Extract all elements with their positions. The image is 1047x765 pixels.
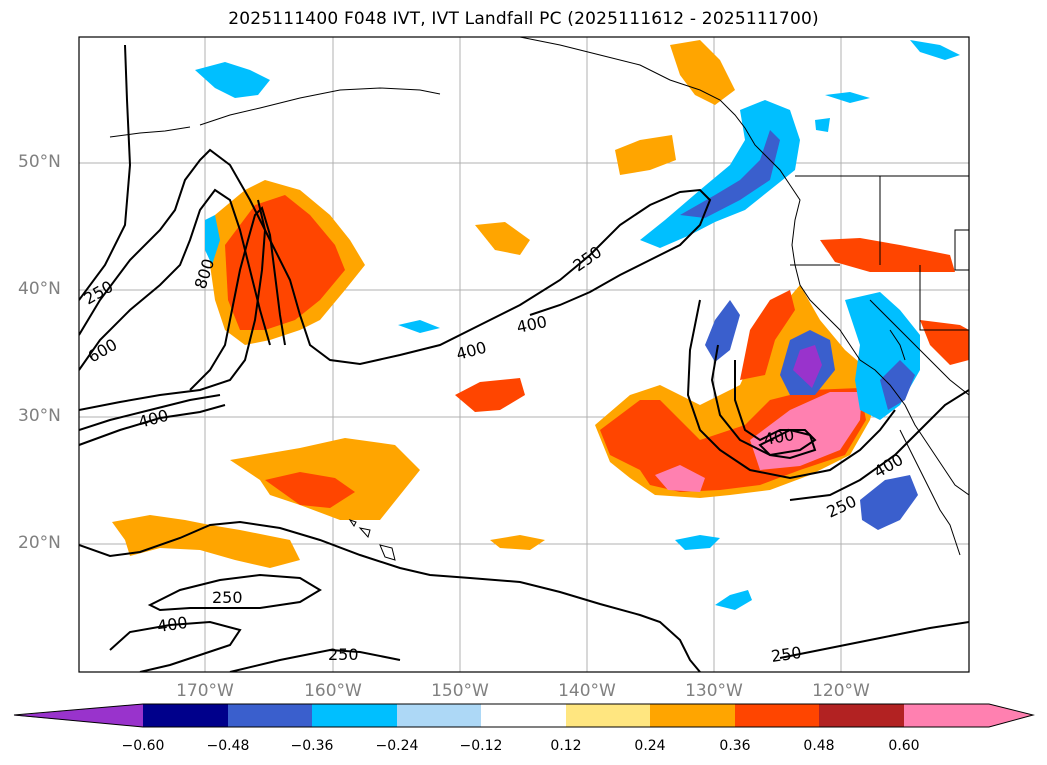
ivt-fill-orange-ak <box>670 40 735 105</box>
contour-600 <box>79 188 271 371</box>
colorbar-tick: 0.36 <box>719 738 751 754</box>
colorbar-tick: −0.48 <box>206 738 250 754</box>
map-frame <box>78 36 970 673</box>
lat-label-50n: 50°N <box>18 152 61 172</box>
ivt-fill-blue-north <box>195 62 270 98</box>
colorbar-tick: −0.36 <box>290 738 334 754</box>
grid-lines <box>79 37 969 672</box>
ivt-fill-blue-ak-center <box>815 118 830 132</box>
ivt-fill-orange-sw <box>112 515 300 568</box>
contour-250-west <box>79 404 226 446</box>
ivt-fill-blue-coast <box>640 100 800 248</box>
contour-label: 400 <box>156 613 189 636</box>
ivt-fill-red-bands <box>740 290 795 380</box>
colorbar-tick: −0.24 <box>375 738 419 754</box>
ivt-fill-navy-coast <box>680 130 780 218</box>
contour-250-loop <box>79 148 712 366</box>
ivt-fill-blue-150 <box>398 320 440 333</box>
ivt-fill-blue-west <box>705 300 740 362</box>
contour-250-outer <box>79 44 132 301</box>
colorbar-tick: 0.60 <box>888 738 920 754</box>
lat-label-30n: 30°N <box>18 406 61 426</box>
contour-250-se <box>779 621 969 659</box>
ivt-shading-west <box>112 62 676 568</box>
lon-label-140w: 140°W <box>558 681 616 701</box>
map-title: 2025111400 F048 IVT, IVT Landfall PC (20… <box>228 9 819 29</box>
lat-label-40n: 40°N <box>18 279 61 299</box>
contour-250-south <box>789 389 969 501</box>
lon-label-170w: 170°W <box>176 681 234 701</box>
lon-label-120w: 120°W <box>812 681 870 701</box>
ivt-fill-orange-145 <box>475 222 530 255</box>
contour-400-bottom <box>79 394 221 431</box>
contour-250-lower <box>79 520 701 672</box>
contour-800 <box>189 206 286 391</box>
ivt-fill-blue-ak-ne <box>825 92 870 103</box>
lon-label-160w: 160°W <box>304 681 362 701</box>
lon-label-150w: 150°W <box>431 681 489 701</box>
ivt-fill-red-inland <box>820 238 955 272</box>
contour-label: 250 <box>770 643 803 666</box>
contour-400-south <box>109 620 242 672</box>
ivt-fill-pink-west <box>655 465 705 492</box>
lat-label-20n: 20°N <box>18 533 61 553</box>
contour-label: 250 <box>328 645 359 664</box>
lon-label-130w: 130°W <box>685 681 743 701</box>
coastlines <box>109 37 969 561</box>
colorbar-tick: −0.12 <box>459 738 503 754</box>
ivt-fill-navy-inland <box>880 360 915 410</box>
ivt-fill-orange-150 <box>455 378 525 412</box>
contour-east-loop <box>686 299 896 480</box>
ivt-contours <box>79 44 969 672</box>
colorbar-tick: 0.12 <box>550 738 582 754</box>
ivt-fill-blue-mexico <box>715 590 752 610</box>
contour-east-400-box <box>758 428 817 460</box>
ivt-fill-orange-az <box>920 320 969 365</box>
contour-east-inner <box>710 344 817 457</box>
ivt-fill-purple-core <box>793 345 822 388</box>
contour-250-loop-south <box>147 573 322 612</box>
contour-label: 250 <box>212 588 243 607</box>
colorbar-tick: 0.24 <box>634 738 666 754</box>
ivt-fill-red-midpac <box>265 472 355 508</box>
ivt-fill-blue-small <box>205 215 220 265</box>
ivt-fill-blue-socal <box>860 475 918 530</box>
ivt-fill-red <box>225 195 345 330</box>
contour-400-west <box>79 199 267 411</box>
ivt-fill-orange-500 <box>490 535 545 550</box>
ivt-fill-orange-northpac <box>615 135 676 175</box>
contour-250-bottom <box>229 648 401 672</box>
ivt-fill-blue-ak-east <box>910 40 960 60</box>
colorbar-tick: −0.60 <box>121 738 165 754</box>
colorbar-tick: 0.48 <box>803 738 835 754</box>
ivt-fill-blue-tropics <box>675 535 720 550</box>
